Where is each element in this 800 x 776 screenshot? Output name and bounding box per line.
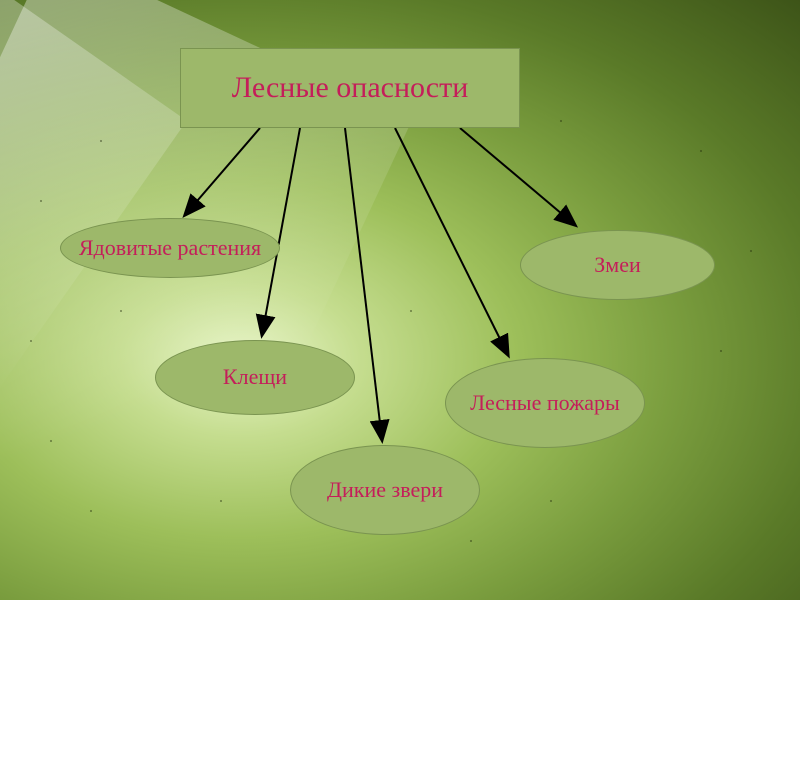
speck bbox=[410, 310, 412, 312]
speck bbox=[750, 250, 752, 252]
speck bbox=[560, 120, 562, 122]
speck bbox=[120, 310, 122, 312]
speck bbox=[220, 500, 222, 502]
node-label-poisonous-plants: Ядовитые растения bbox=[71, 231, 269, 265]
node-forest-fires: Лесные пожары bbox=[445, 358, 645, 448]
speck bbox=[700, 150, 702, 152]
speck bbox=[40, 200, 42, 202]
speck bbox=[100, 140, 102, 142]
node-label-forest-fires: Лесные пожары bbox=[462, 386, 628, 420]
speck bbox=[470, 540, 472, 542]
title-box: Лесные опасности bbox=[180, 48, 520, 128]
title-text: Лесные опасности bbox=[232, 71, 469, 105]
speck bbox=[50, 440, 52, 442]
node-poisonous-plants: Ядовитые растения bbox=[60, 218, 280, 278]
speck bbox=[550, 500, 552, 502]
node-label-wild-animals: Дикие звери bbox=[319, 473, 451, 507]
node-label-snakes: Змеи bbox=[586, 248, 648, 282]
node-ticks: Клещи bbox=[155, 340, 355, 415]
node-label-ticks: Клещи bbox=[215, 360, 295, 394]
speck bbox=[720, 350, 722, 352]
speck bbox=[90, 510, 92, 512]
speck bbox=[30, 340, 32, 342]
node-snakes: Змеи bbox=[520, 230, 715, 300]
node-wild-animals: Дикие звери bbox=[290, 445, 480, 535]
